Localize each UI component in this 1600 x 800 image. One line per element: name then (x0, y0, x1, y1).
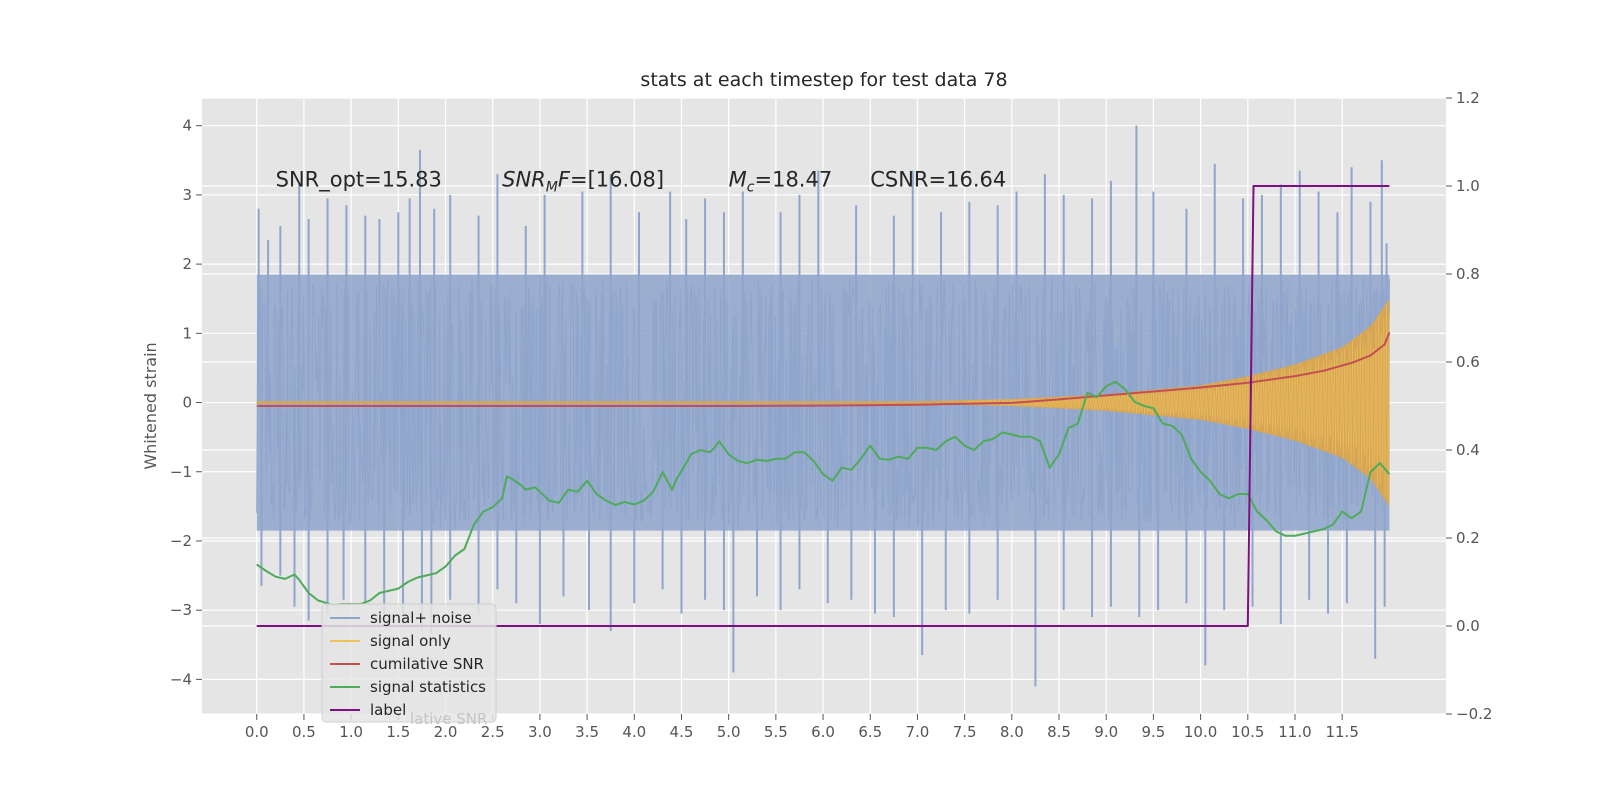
y-tick-label: 1 (182, 324, 192, 342)
x-tick-label: 6.5 (858, 723, 882, 741)
stat-annotation: Mc=18.47 (729, 168, 833, 196)
x-tick-label: 11.0 (1278, 723, 1311, 741)
annotation-part: =18.47 (754, 168, 832, 192)
annotation-part: c (747, 180, 755, 196)
legend: lative SNR signal+ noise signal only cumila… (321, 603, 497, 728)
series-cumilative-snr (256, 332, 1391, 407)
x-tick-label: 7.5 (953, 723, 977, 741)
series-signal-statistics (256, 380, 1391, 606)
x-tick-label: 1.0 (339, 723, 363, 741)
annotation-part: SNR_opt=15.83 (276, 168, 442, 193)
x-tick-label: 2.0 (434, 723, 458, 741)
y2-tick-label: 0.0 (1456, 617, 1480, 635)
y-tick-label: −1 (170, 463, 192, 481)
y-axis-right: 1.2 1.0 0.8 0.6 0.4 0.2 0.0 −0.2 (1446, 89, 1492, 723)
y2-tick-label: 0.2 (1456, 529, 1480, 547)
x-tick-label: 8.0 (1000, 723, 1024, 741)
x-tick-label: 0.5 (292, 723, 316, 741)
y-tick-label: −4 (170, 670, 192, 688)
legend-label: signal+ noise (370, 609, 472, 627)
x-tick-label: 6.0 (811, 723, 835, 741)
y-tick-label: 0 (182, 394, 192, 412)
legend-shadow-text: lative SNR (410, 710, 487, 728)
annotation-part: M (729, 168, 747, 192)
legend-label: label (370, 701, 406, 719)
y-tick-label: −2 (170, 532, 192, 550)
annotation-part: SNR (502, 168, 546, 192)
x-tick-label: 4.5 (670, 723, 694, 741)
stat-annotation: SNRMF=[16.08] (502, 168, 664, 196)
y-tick-label: 3 (182, 186, 192, 204)
series-label (256, 185, 1390, 627)
annotation-part: F (558, 168, 571, 192)
annotation-part: CSNR=16.64 (870, 168, 1006, 192)
x-tick-label: 8.5 (1047, 723, 1071, 741)
y2-tick-label: −0.2 (1456, 705, 1492, 723)
x-tick-label: 11.5 (1325, 723, 1358, 741)
y-axis-left: 4 3 2 1 0 −1 −2 −3 −4 (170, 117, 202, 688)
y-tick-label: 4 (182, 117, 192, 135)
y2-tick-label: 1.2 (1456, 89, 1480, 107)
x-tick-label: 5.0 (717, 723, 741, 741)
x-tick-label: 7.0 (906, 723, 930, 741)
x-tick-label: 9.0 (1094, 723, 1118, 741)
stat-annotation: SNR_opt=15.83 (276, 168, 442, 193)
x-tick-label: 10.0 (1184, 723, 1217, 741)
x-tick-label: 9.5 (1141, 723, 1165, 741)
chart-title: stats at each timestep for test data 78 (640, 69, 1007, 91)
annotations: SNR_opt=15.83 SNRMF=[16.08] Mc=18.47 CSNR=1… (276, 168, 1007, 196)
x-tick-label: 0.0 (245, 723, 269, 741)
y2-tick-label: 0.4 (1456, 441, 1480, 459)
y2-tick-label: 0.6 (1456, 353, 1480, 371)
legend-label: signal only (370, 632, 451, 650)
x-tick-label: 1.5 (386, 723, 410, 741)
legend-label: cumilative SNR (370, 655, 484, 673)
x-tick-label: 3.5 (575, 723, 599, 741)
x-tick-label: 10.5 (1231, 723, 1264, 741)
x-tick-label: 3.0 (528, 723, 552, 741)
y-axis-label: Whitened strain (141, 342, 160, 469)
x-tick-label: 2.5 (481, 723, 505, 741)
legend-label: signal statistics (370, 678, 486, 696)
annotation-part: =[16.08] (570, 168, 664, 192)
legend-box (321, 603, 497, 723)
y2-tick-label: 1.0 (1456, 177, 1480, 195)
y-tick-label: −3 (170, 601, 192, 619)
x-tick-label: 5.5 (764, 723, 788, 741)
x-tick-label: 4.0 (622, 723, 646, 741)
y2-tick-label: 0.8 (1456, 265, 1480, 283)
series-layer (256, 125, 1391, 687)
y-tick-label: 2 (182, 255, 192, 273)
annotation-part: M (546, 180, 558, 196)
series-signal-only (256, 298, 1390, 507)
x-axis: 0.0 0.5 1.0 1.5 2.0 2.5 3.0 3.5 4.0 4.5 5.0 5.5 6.0 6… (245, 714, 1359, 741)
stat-annotation: CSNR=16.64 (870, 168, 1006, 192)
